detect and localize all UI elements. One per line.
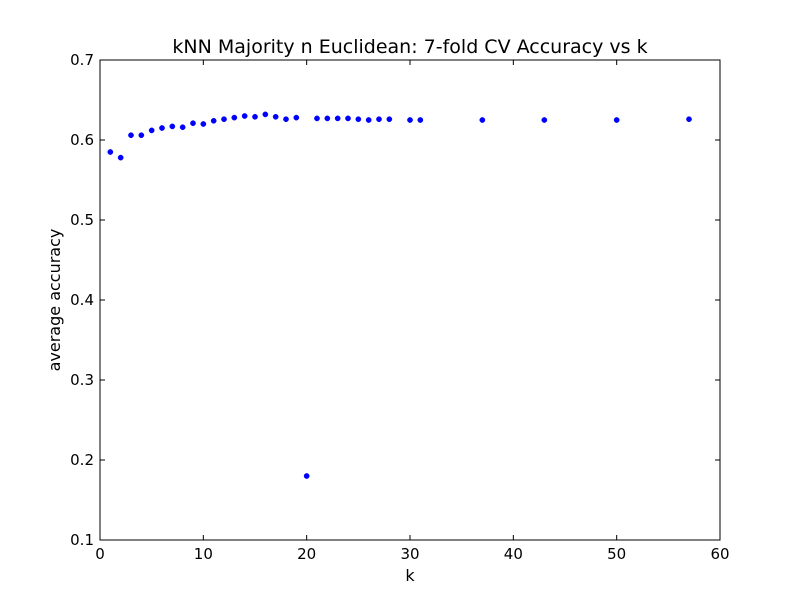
plot-frame xyxy=(99,59,721,541)
data-point xyxy=(686,116,692,123)
data-point xyxy=(138,132,145,139)
x-tick-label: 30 xyxy=(400,545,419,563)
data-point xyxy=(613,117,620,123)
x-tick-label: 10 xyxy=(194,545,213,563)
data-point xyxy=(117,154,124,161)
y-tick-label: 0.5 xyxy=(70,211,94,229)
y-tick-label: 0.4 xyxy=(70,291,94,309)
data-point xyxy=(407,117,413,123)
data-point xyxy=(148,127,155,134)
y-tick-label: 0.1 xyxy=(70,531,94,549)
data-point xyxy=(179,124,186,131)
data-point xyxy=(345,115,351,122)
x-axis-label: k xyxy=(405,566,415,585)
data-point xyxy=(283,116,289,123)
data-point xyxy=(272,113,279,120)
y-tick-label: 0.7 xyxy=(70,51,94,69)
data-point xyxy=(221,116,227,123)
data-point xyxy=(479,117,486,123)
x-tick-label: 20 xyxy=(297,545,316,563)
data-point xyxy=(210,117,217,124)
data-point xyxy=(376,116,382,123)
data-points xyxy=(107,111,692,479)
data-point xyxy=(386,116,393,123)
data-point xyxy=(252,113,258,120)
data-point xyxy=(303,473,310,479)
x-tick-label: 50 xyxy=(607,545,626,563)
data-point xyxy=(200,121,207,127)
data-point xyxy=(262,111,269,118)
data-point xyxy=(324,115,331,122)
x-tick-label: 40 xyxy=(504,545,523,563)
y-tick-label: 0.6 xyxy=(70,131,94,149)
data-point xyxy=(365,117,372,123)
y-tick-label: 0.3 xyxy=(70,371,94,389)
data-point xyxy=(107,149,114,155)
y-axis-ticks: 0.1 0.2 0.3 0.4 0.5 0.6 0.7 xyxy=(70,51,720,549)
data-point xyxy=(190,120,196,127)
x-tick-label: 0 xyxy=(95,545,105,563)
chart-title: kNN Majority n Euclidean: 7-fold CV Accu… xyxy=(172,36,647,58)
data-point xyxy=(159,125,165,131)
x-tick-label: 60 xyxy=(710,545,729,563)
data-point xyxy=(541,117,548,123)
data-point xyxy=(128,132,134,139)
data-point xyxy=(417,117,424,123)
data-point xyxy=(334,115,341,122)
data-point xyxy=(293,114,300,121)
y-tick-label: 0.2 xyxy=(70,451,94,469)
data-point xyxy=(314,115,320,122)
y-axis-label: average accuracy xyxy=(45,229,64,372)
data-point xyxy=(231,114,238,121)
data-point xyxy=(169,123,176,130)
x-axis-ticks: 0 10 20 30 40 50 60 xyxy=(95,60,730,563)
data-point xyxy=(241,113,248,119)
data-point xyxy=(355,116,362,123)
